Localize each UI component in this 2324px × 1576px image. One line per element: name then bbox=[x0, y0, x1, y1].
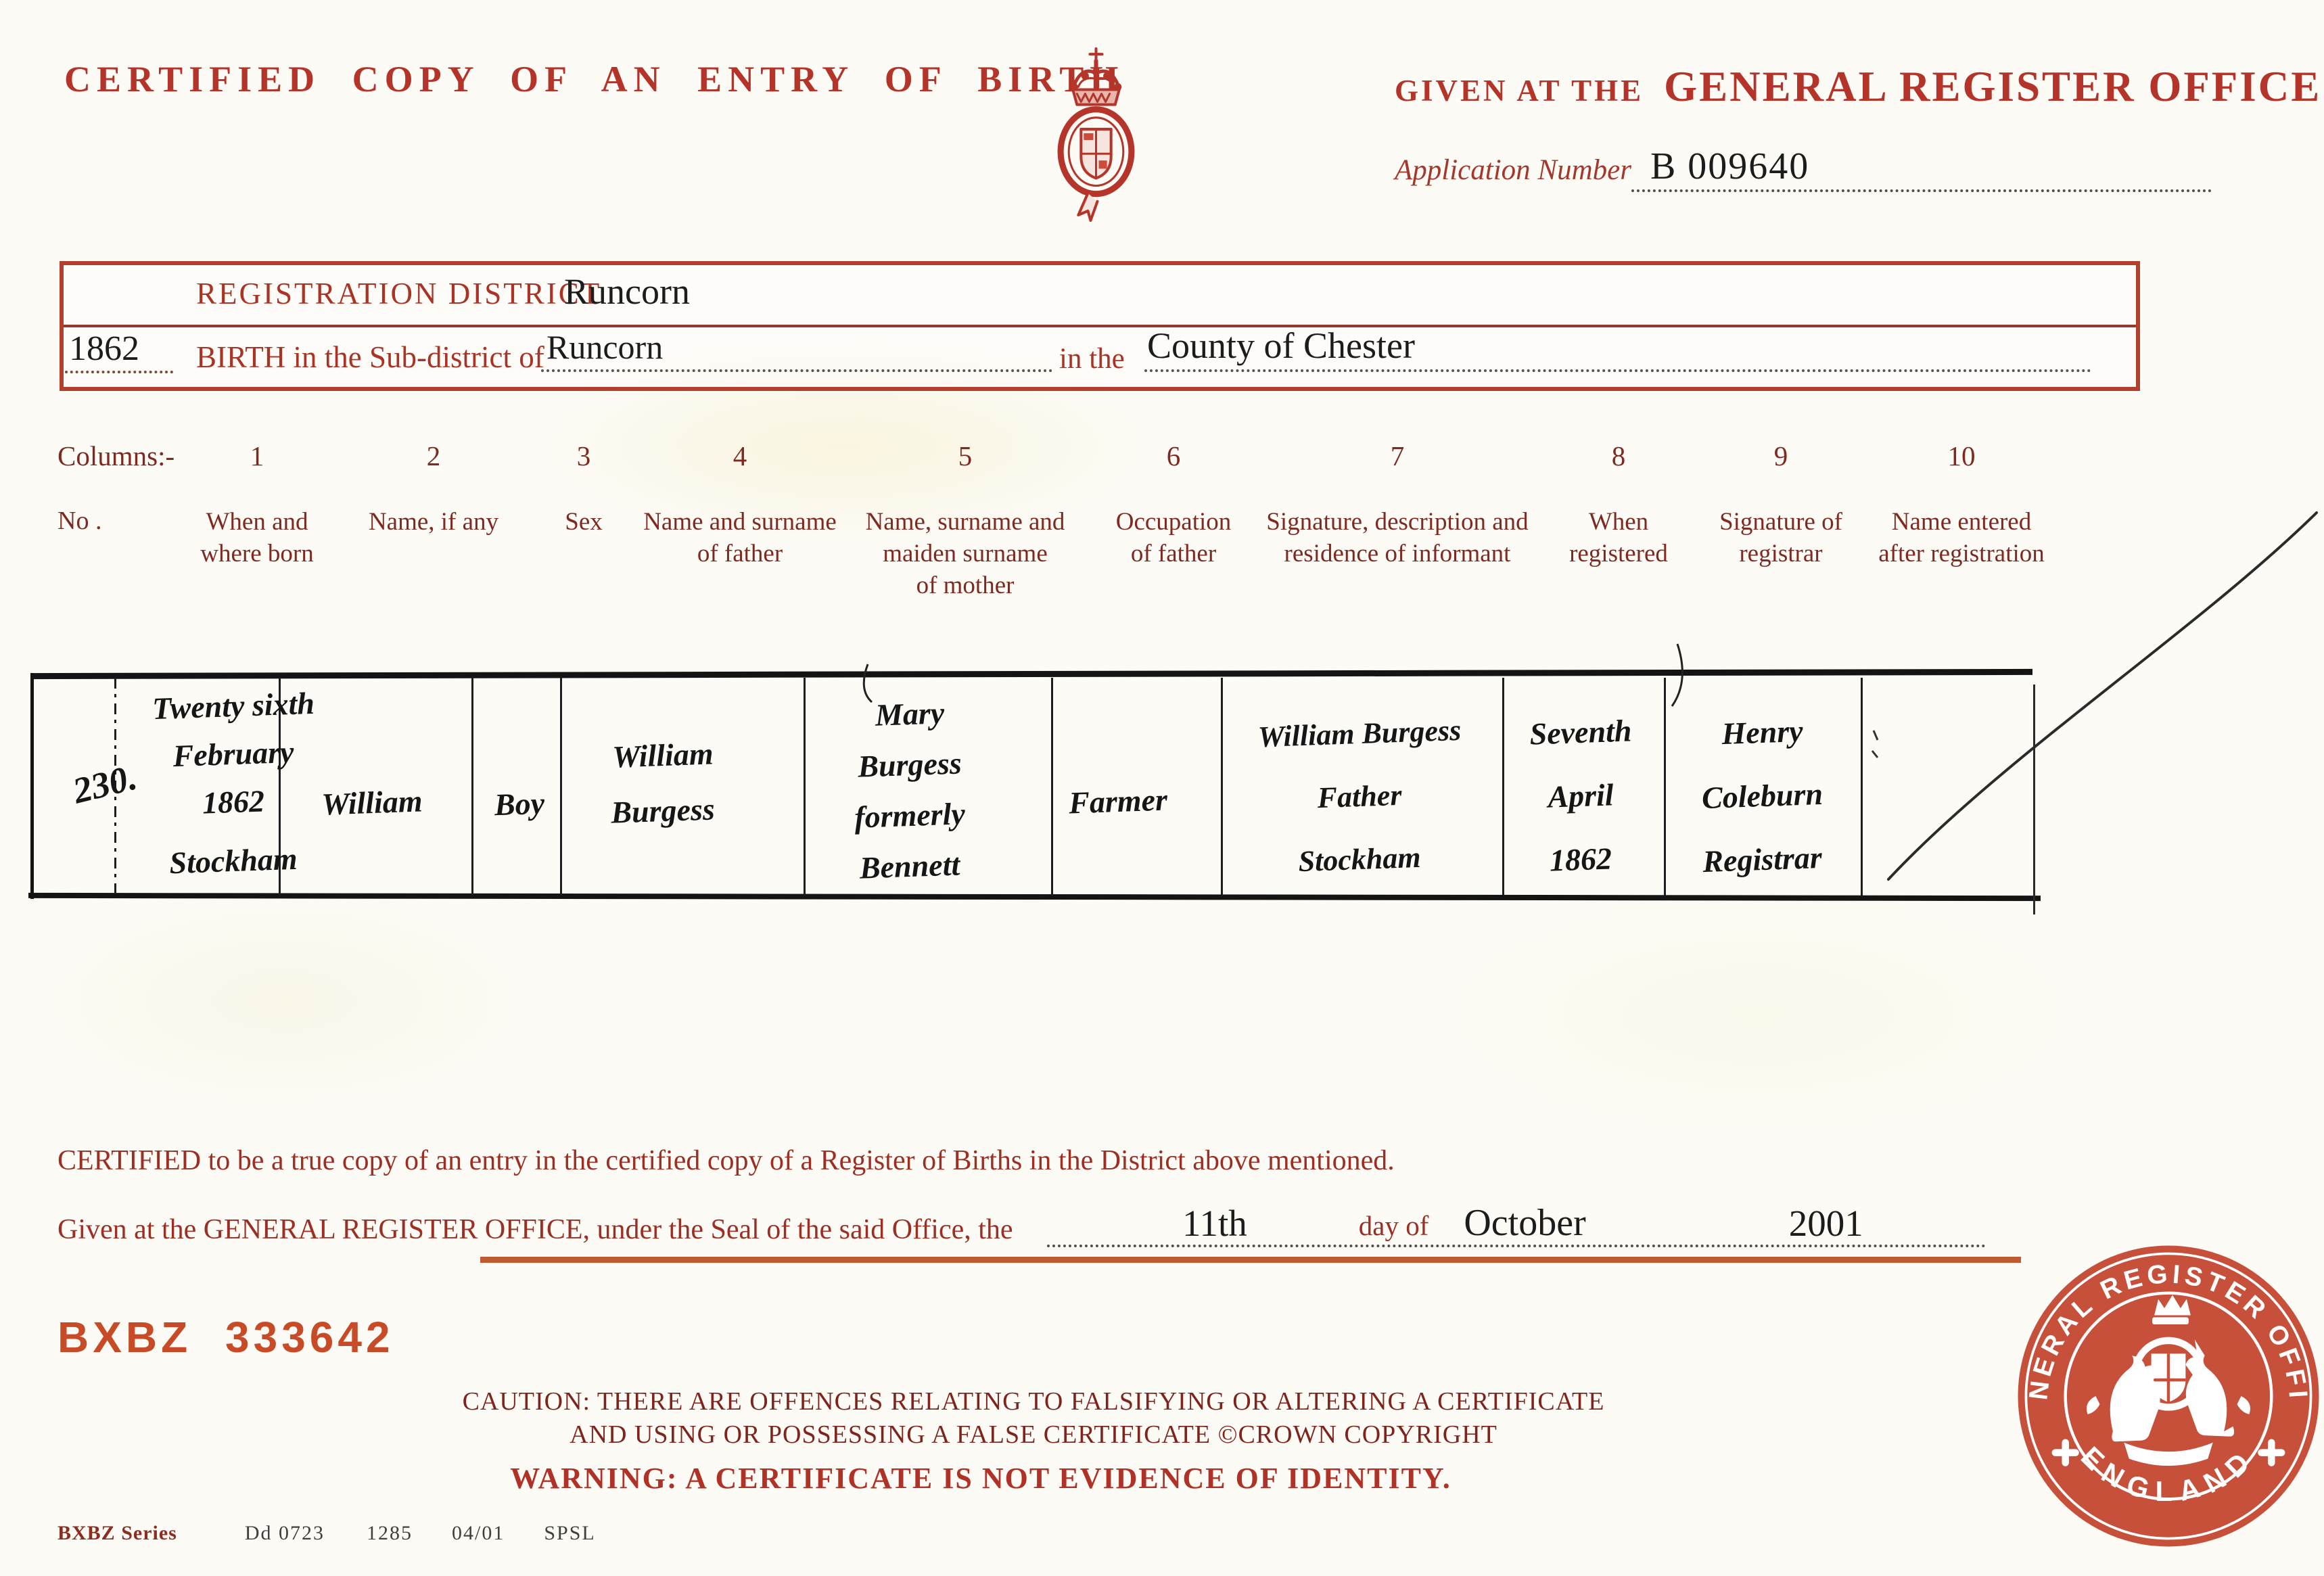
caution-line-1: CAUTION: THERE ARE OFFENCES RELATING TO … bbox=[462, 1387, 1605, 1416]
caution-notice: CAUTION: THERE ARE OFFENCES RELATING TO … bbox=[463, 1385, 1605, 1452]
birth-subdistrict-label: BIRTH in the Sub-district of bbox=[196, 340, 544, 374]
registration-district-row: REGISTRATION DISTRICT Runcorn bbox=[64, 265, 2136, 323]
table-rule-8 bbox=[1502, 678, 1504, 896]
warning-notice: WARNING: A CERTIFICATE IS NOT EVIDENCE O… bbox=[510, 1462, 1451, 1495]
given-at-prefix: GIVEN AT THE bbox=[1395, 74, 1644, 108]
column-header-name-after: Name entered after registration bbox=[1878, 508, 2045, 567]
no-column-label: No . bbox=[57, 507, 102, 535]
footer-code-2: 1285 bbox=[367, 1522, 413, 1544]
column-header-name: Name, if any bbox=[368, 508, 499, 536]
table-rule-2 bbox=[279, 678, 281, 896]
footer-print-codes: BXBZ Series Dd 0723 1285 04/01 SPSL bbox=[57, 1522, 596, 1545]
column-number-8: 8 bbox=[1611, 440, 1626, 471]
county-dotted-line bbox=[1144, 369, 2091, 372]
seal-cross-marks bbox=[2051, 1439, 2285, 1466]
table-rule-3 bbox=[471, 678, 473, 896]
serial-number-stamp: BXBZ 333642 bbox=[57, 1313, 394, 1362]
footer-code-3: 04/01 bbox=[452, 1522, 505, 1544]
subdistrict-value: Runcorn bbox=[547, 328, 664, 366]
registration-district-label: REGISTRATION DISTRICT bbox=[196, 277, 602, 310]
year-value: 2001 bbox=[1788, 1203, 1863, 1244]
column-number-10: 10 bbox=[1947, 440, 1976, 471]
given-at-statement: Given at the GENERAL REGISTER OFFICE, un… bbox=[57, 1214, 1013, 1245]
columns-label: Columns:- bbox=[57, 440, 175, 471]
column-number-6: 6 bbox=[1166, 440, 1181, 471]
registration-district-box: REGISTRATION DISTRICT Runcorn 1862 BIRTH… bbox=[60, 261, 2140, 391]
application-number-value: B 009640 bbox=[1650, 145, 1810, 187]
column-number-4: 4 bbox=[733, 440, 747, 471]
gro-seal-icon: GENERAL REGISTER OFFICE ENGLAND bbox=[2005, 1222, 2320, 1548]
column-header-registrar: Signature of registrar bbox=[1719, 508, 1842, 567]
column-header-informant: Signature, description and residence of i… bbox=[1266, 508, 1529, 567]
application-number-label: Application Number bbox=[1395, 154, 1631, 186]
registration-box-divider bbox=[64, 325, 2136, 327]
column-header-when-registered: When registered bbox=[1569, 508, 1668, 567]
day-value: 11th bbox=[1182, 1203, 1247, 1244]
application-number-row: Application Number B 009640 bbox=[1395, 145, 2212, 192]
column-header-occupation: Occupation of father bbox=[1115, 508, 1232, 567]
separator-rule bbox=[480, 1257, 2021, 1263]
column-header-father: Name and surname of father bbox=[643, 508, 837, 567]
column-header-mother: Name, surname and maiden surname of mother bbox=[865, 508, 1065, 599]
certified-statement: CERTIFIED to be a true copy of an entry … bbox=[57, 1145, 1395, 1176]
royal-crest-icon bbox=[1047, 46, 1145, 223]
month-value: October bbox=[1464, 1202, 1586, 1244]
year-dotted-line bbox=[65, 371, 173, 373]
application-number-underline: B 009640 bbox=[1631, 145, 2212, 192]
column-number-7: 7 bbox=[1390, 440, 1405, 471]
given-at-header: GIVEN AT THE GENERAL REGISTER OFFICE bbox=[1395, 62, 2321, 112]
table-left-border bbox=[30, 673, 34, 899]
column-number-9: 9 bbox=[1773, 440, 1788, 471]
table-rule-9 bbox=[1664, 678, 1666, 896]
table-rule-5 bbox=[804, 678, 806, 896]
table-rule-1 bbox=[114, 678, 116, 896]
column-header-when-where-born: When and where born bbox=[200, 508, 314, 567]
table-rule-4 bbox=[560, 678, 562, 896]
seal-coat-of-arms bbox=[2087, 1295, 2250, 1466]
column-number-2: 2 bbox=[426, 440, 441, 471]
table-rule-10 bbox=[1861, 678, 1863, 896]
table-rule-7 bbox=[1221, 678, 1223, 896]
registration-district-value: Runcorn bbox=[564, 271, 690, 312]
page-title: CERTIFIED COPY OF AN ENTRY OF BIRTH bbox=[64, 59, 1125, 99]
table-right-border bbox=[2033, 685, 2035, 914]
footer-code-1: Dd 0723 bbox=[244, 1522, 325, 1544]
registration-year: 1862 bbox=[69, 329, 139, 368]
column-header-sex: Sex bbox=[565, 508, 603, 536]
subdistrict-dotted-line bbox=[541, 369, 1052, 372]
birth-subdistrict-row: 1862 BIRTH in the Sub-district of Runcor… bbox=[64, 325, 2136, 387]
column-number-1: 1 bbox=[250, 440, 264, 471]
table-rule-6 bbox=[1051, 678, 1053, 896]
footer-code-4: SPSL bbox=[544, 1522, 596, 1544]
in-the-label: in the bbox=[1059, 343, 1125, 375]
column-number-3: 3 bbox=[576, 440, 591, 471]
caution-line-2: AND USING OR POSSESSING A FALSE CERTIFIC… bbox=[570, 1420, 1497, 1449]
date-fill-line: 11th day of October 2001 bbox=[1047, 1201, 1986, 1247]
county-value: County of Chester bbox=[1147, 325, 1415, 366]
day-of-label: day of bbox=[1358, 1210, 1429, 1241]
column-number-5: 5 bbox=[958, 440, 973, 471]
office-name: GENERAL REGISTER OFFICE bbox=[1664, 63, 2322, 110]
footer-series-label: BXBZ Series bbox=[57, 1522, 177, 1544]
